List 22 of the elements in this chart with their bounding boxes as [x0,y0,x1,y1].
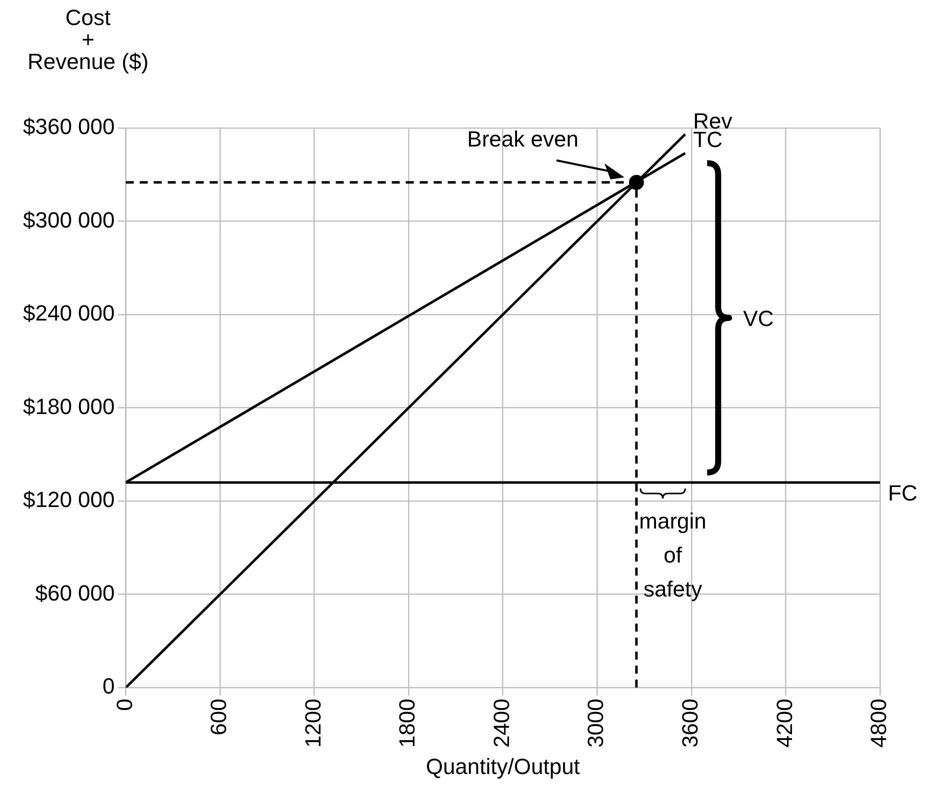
x-tick-label: 3000 [583,698,608,748]
x-tick-label: 1800 [394,698,420,748]
series-label: FC [888,480,918,506]
y-tick-label: $240 000 [22,300,115,326]
x-tick-label: 0 [112,698,137,711]
y-tick-label: $360 000 [22,114,115,140]
y-axis-title: Cost + Revenue ($) [27,5,149,74]
x-tick-label: 2400 [488,698,514,748]
y-tick-label: $60 000 [35,580,115,606]
y-tick-label: $300 000 [22,207,115,232]
x-tick-label: 4800 [866,698,892,748]
annotation: VC [743,306,774,331]
x-axis-title: Quantity/Output [426,754,580,779]
annotation: margin of safety [639,508,706,602]
annotation: Break even [467,126,578,152]
x-tick-label: 600 [206,698,232,736]
y-tick-label: $180 000 [22,394,115,419]
x-tick-label: 4200 [772,698,797,748]
y-tick-label: $120 000 [22,487,115,512]
x-tick-label: 1200 [300,698,326,748]
y-tick-label: 0 [102,674,115,699]
x-tick-label: 3600 [678,698,702,748]
